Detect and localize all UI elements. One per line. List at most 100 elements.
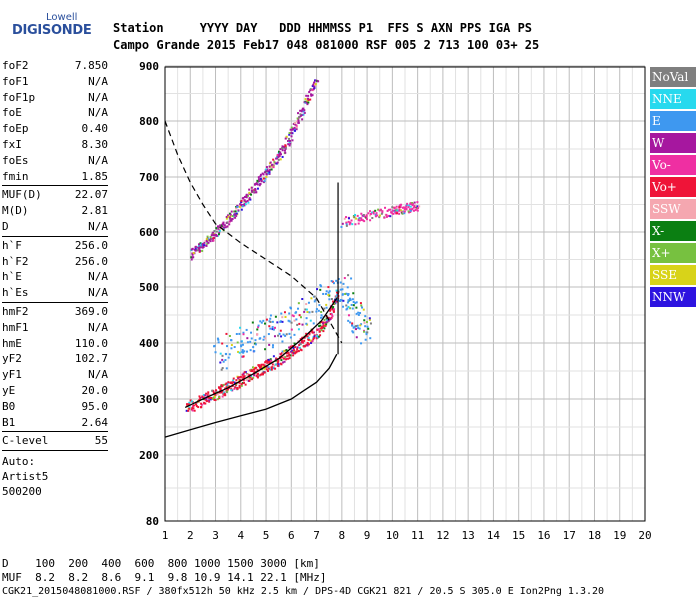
data-point bbox=[387, 208, 390, 211]
data-point bbox=[409, 205, 412, 208]
data-point bbox=[316, 288, 319, 291]
param-key: foE bbox=[2, 106, 22, 120]
data-point bbox=[307, 338, 310, 341]
data-point bbox=[351, 322, 354, 325]
data-point bbox=[341, 222, 344, 225]
data-point bbox=[302, 107, 305, 110]
data-point bbox=[252, 346, 255, 349]
data-point bbox=[310, 297, 313, 300]
param-row: foF1p N/A bbox=[2, 90, 108, 106]
data-point bbox=[313, 300, 316, 303]
data-point bbox=[274, 315, 277, 318]
x-tick-label: 4 bbox=[237, 529, 244, 542]
data-point bbox=[359, 302, 362, 305]
data-point bbox=[345, 304, 348, 307]
data-point bbox=[355, 217, 358, 220]
param-row: hmF1 N/A bbox=[2, 320, 108, 336]
electron-density-profile-curve bbox=[164, 353, 338, 438]
data-point bbox=[281, 147, 284, 150]
data-point bbox=[233, 387, 236, 390]
data-point bbox=[255, 366, 258, 369]
data-point bbox=[303, 339, 306, 342]
data-point bbox=[255, 191, 258, 194]
data-point bbox=[312, 322, 315, 325]
data-point bbox=[248, 198, 251, 201]
data-point bbox=[192, 407, 195, 410]
data-point bbox=[216, 393, 219, 396]
data-point bbox=[245, 328, 248, 331]
x-tick-label: 1 bbox=[162, 529, 169, 542]
data-point bbox=[208, 399, 211, 402]
data-point bbox=[294, 311, 297, 314]
data-point bbox=[228, 220, 231, 223]
data-point bbox=[316, 334, 319, 337]
param-row: fmin 1.85 bbox=[2, 169, 108, 185]
param-key: M(D) bbox=[2, 204, 29, 218]
data-point bbox=[408, 204, 411, 207]
data-point bbox=[284, 145, 287, 148]
data-point bbox=[305, 332, 308, 335]
param-row: h`F 256.0 bbox=[2, 238, 108, 254]
data-point bbox=[242, 351, 245, 354]
data-point bbox=[358, 217, 361, 220]
data-point bbox=[284, 316, 287, 319]
data-point bbox=[322, 330, 325, 333]
param-value: N/A bbox=[88, 74, 108, 88]
data-point bbox=[211, 389, 214, 392]
data-point bbox=[191, 406, 194, 409]
data-point bbox=[307, 343, 310, 346]
data-point bbox=[355, 301, 358, 304]
data-point bbox=[243, 371, 246, 374]
data-point bbox=[236, 205, 239, 208]
data-point bbox=[268, 173, 271, 176]
data-point bbox=[221, 385, 224, 388]
x-tick-label: 5 bbox=[263, 529, 270, 542]
data-point bbox=[272, 158, 275, 161]
data-point bbox=[212, 237, 215, 240]
data-point bbox=[395, 212, 398, 215]
data-point bbox=[271, 320, 274, 323]
data-point bbox=[290, 135, 293, 138]
data-point bbox=[349, 221, 352, 224]
data-point bbox=[299, 114, 302, 117]
data-point bbox=[279, 151, 282, 154]
data-point bbox=[268, 360, 271, 363]
param-value: N/A bbox=[88, 270, 108, 284]
data-point bbox=[258, 366, 261, 369]
data-point bbox=[220, 368, 223, 371]
param-row: foF1 N/A bbox=[2, 74, 108, 90]
data-point bbox=[278, 332, 281, 335]
data-point bbox=[213, 234, 216, 237]
data-point bbox=[230, 219, 233, 222]
data-point bbox=[262, 173, 265, 176]
data-point bbox=[320, 314, 323, 317]
data-point bbox=[319, 334, 322, 337]
data-point bbox=[284, 146, 287, 149]
data-point bbox=[327, 291, 330, 294]
data-point bbox=[198, 244, 201, 247]
footer-muf-row: MUF 8.2 8.2 8.6 9.1 9.8 10.9 14.1 22.1 [… bbox=[2, 571, 327, 584]
data-point bbox=[293, 128, 296, 131]
data-point bbox=[391, 206, 394, 209]
data-point bbox=[271, 346, 274, 349]
data-point bbox=[204, 402, 207, 405]
data-point bbox=[308, 90, 311, 93]
data-point bbox=[256, 179, 259, 182]
data-point bbox=[274, 367, 277, 370]
data-point bbox=[220, 391, 223, 394]
data-point bbox=[306, 99, 309, 102]
data-point bbox=[272, 367, 275, 370]
data-point bbox=[352, 326, 355, 329]
data-point bbox=[237, 350, 240, 353]
data-point bbox=[186, 403, 189, 406]
data-point bbox=[417, 206, 420, 209]
param-value: N/A bbox=[88, 153, 108, 167]
auto-artist: Artist5 bbox=[2, 470, 49, 484]
data-point bbox=[322, 292, 325, 295]
data-point bbox=[337, 277, 340, 280]
chart-axes: 1 2 3 4 5 6 7 8 9 10 11 12 13 14 15 16 17 18 19 20802003004… bbox=[139, 60, 652, 542]
data-point bbox=[255, 182, 258, 185]
data-point bbox=[400, 203, 403, 206]
data-point bbox=[313, 82, 316, 85]
data-point bbox=[299, 343, 302, 346]
